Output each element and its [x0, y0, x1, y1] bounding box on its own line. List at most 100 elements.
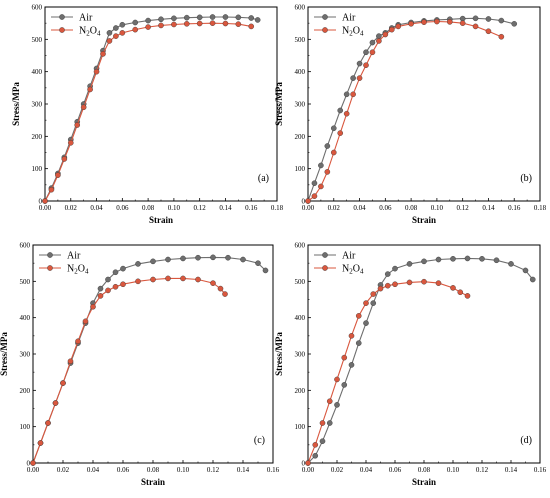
- data-point: [90, 303, 96, 310]
- data-point: [406, 279, 413, 286]
- data-point: [334, 376, 340, 383]
- data-point: [67, 358, 74, 365]
- data-point: [446, 19, 453, 25]
- data-point: [337, 107, 344, 114]
- series-line-0: [44, 16, 258, 202]
- x-tick-label: 0.08: [142, 204, 155, 212]
- x-tick-label: 0.10: [177, 466, 190, 474]
- data-point: [355, 313, 362, 319]
- y-tick-label: 0: [27, 460, 31, 468]
- x-tick-label: 0.00: [302, 466, 315, 474]
- x-tick-label: 0.10: [168, 204, 181, 212]
- data-point: [248, 23, 255, 30]
- x-tick-label: 0.06: [379, 204, 392, 212]
- data-point: [326, 398, 333, 405]
- data-point: [87, 86, 93, 93]
- data-point: [421, 19, 427, 25]
- data-point: [165, 256, 171, 263]
- data-point: [498, 17, 505, 24]
- panel-1: 0.00 0.02 0.04 0.06 0.08 0.10 0.12 0.14 0.16 0.18…: [274, 4, 547, 226]
- x-tick-label: 0.16: [508, 204, 521, 212]
- data-point: [406, 261, 413, 267]
- data-point: [150, 276, 156, 283]
- y-tick-label: 0: [302, 460, 306, 468]
- y-tick-label: 300: [32, 101, 43, 109]
- data-point: [485, 28, 492, 35]
- data-point: [334, 402, 340, 408]
- data-point: [145, 24, 151, 30]
- x-tick-label: 0.12: [476, 466, 489, 474]
- data-point: [376, 38, 382, 44]
- x-axis-title: Strain: [412, 477, 436, 487]
- data-point: [30, 460, 36, 466]
- legend-marker: [322, 27, 328, 33]
- data-point: [113, 25, 119, 31]
- x-tick-label: 0.12: [194, 204, 207, 212]
- data-point: [135, 261, 141, 267]
- data-point: [209, 20, 216, 26]
- data-point: [319, 438, 326, 445]
- x-tick-label: 0.00: [302, 204, 315, 212]
- legend-label: Air: [342, 251, 356, 262]
- y-axis-title: Stress/MPa: [274, 82, 284, 126]
- y-tick-label: 200: [295, 387, 306, 395]
- data-point: [435, 280, 442, 286]
- data-point: [305, 460, 311, 466]
- data-point: [464, 293, 471, 299]
- data-point: [93, 68, 100, 75]
- panel-tag: (d): [520, 435, 532, 446]
- data-point: [145, 17, 151, 24]
- series-line-1: [307, 20, 502, 202]
- y-tick-label: 600: [295, 242, 306, 250]
- data-point: [392, 265, 398, 272]
- x-tick-label: 0.08: [418, 466, 431, 474]
- data-point: [343, 91, 350, 98]
- data-point: [217, 285, 224, 292]
- data-point: [132, 26, 139, 33]
- data-point: [120, 281, 126, 288]
- data-point: [330, 149, 337, 156]
- x-tick-label: 0.08: [147, 466, 160, 474]
- data-point: [60, 380, 66, 386]
- panel-tag: (c): [254, 435, 265, 446]
- data-point: [119, 21, 126, 28]
- data-point: [450, 285, 456, 291]
- data-point: [67, 139, 74, 146]
- data-point: [311, 180, 318, 187]
- data-point: [75, 338, 81, 345]
- legend-label: N2O4: [342, 26, 364, 38]
- data-point: [132, 19, 139, 26]
- y-tick-label: 100: [32, 165, 43, 173]
- x-tick-label: 0.14: [482, 204, 495, 212]
- data-point: [326, 420, 333, 426]
- data-point: [459, 20, 466, 26]
- data-point: [235, 21, 242, 27]
- legend-label: N2O4: [79, 26, 101, 38]
- data-point: [255, 260, 261, 266]
- legend-label: N2O4: [342, 264, 364, 276]
- y-tick-label: 0: [39, 198, 43, 206]
- data-point: [225, 254, 231, 261]
- x-tick-label: 0.16: [245, 204, 258, 212]
- data-point: [222, 20, 229, 27]
- data-point: [195, 254, 201, 261]
- data-point: [150, 258, 156, 265]
- x-tick-label: 0.18: [534, 204, 547, 212]
- data-point: [112, 269, 119, 276]
- panel-tag: (a): [258, 173, 269, 184]
- data-point: [341, 382, 348, 388]
- data-point: [48, 186, 55, 193]
- data-point: [435, 256, 442, 263]
- panel-tag: (b): [520, 173, 532, 184]
- series-line-0: [307, 257, 534, 464]
- x-tick-label: 0.06: [116, 204, 129, 212]
- data-point: [45, 420, 51, 426]
- data-point: [324, 143, 331, 149]
- x-tick-label: 0.10: [447, 466, 460, 474]
- data-point: [119, 30, 126, 36]
- y-tick-label: 300: [295, 351, 306, 359]
- x-tick-label: 0.04: [90, 204, 103, 212]
- y-axis-title: Stress/MPa: [11, 82, 21, 126]
- panel-2: 0.00 0.02 0.04 0.06 0.08 0.10 0.12 0.14 0.16 0 100…: [0, 242, 280, 488]
- y-tick-label: 100: [295, 423, 306, 431]
